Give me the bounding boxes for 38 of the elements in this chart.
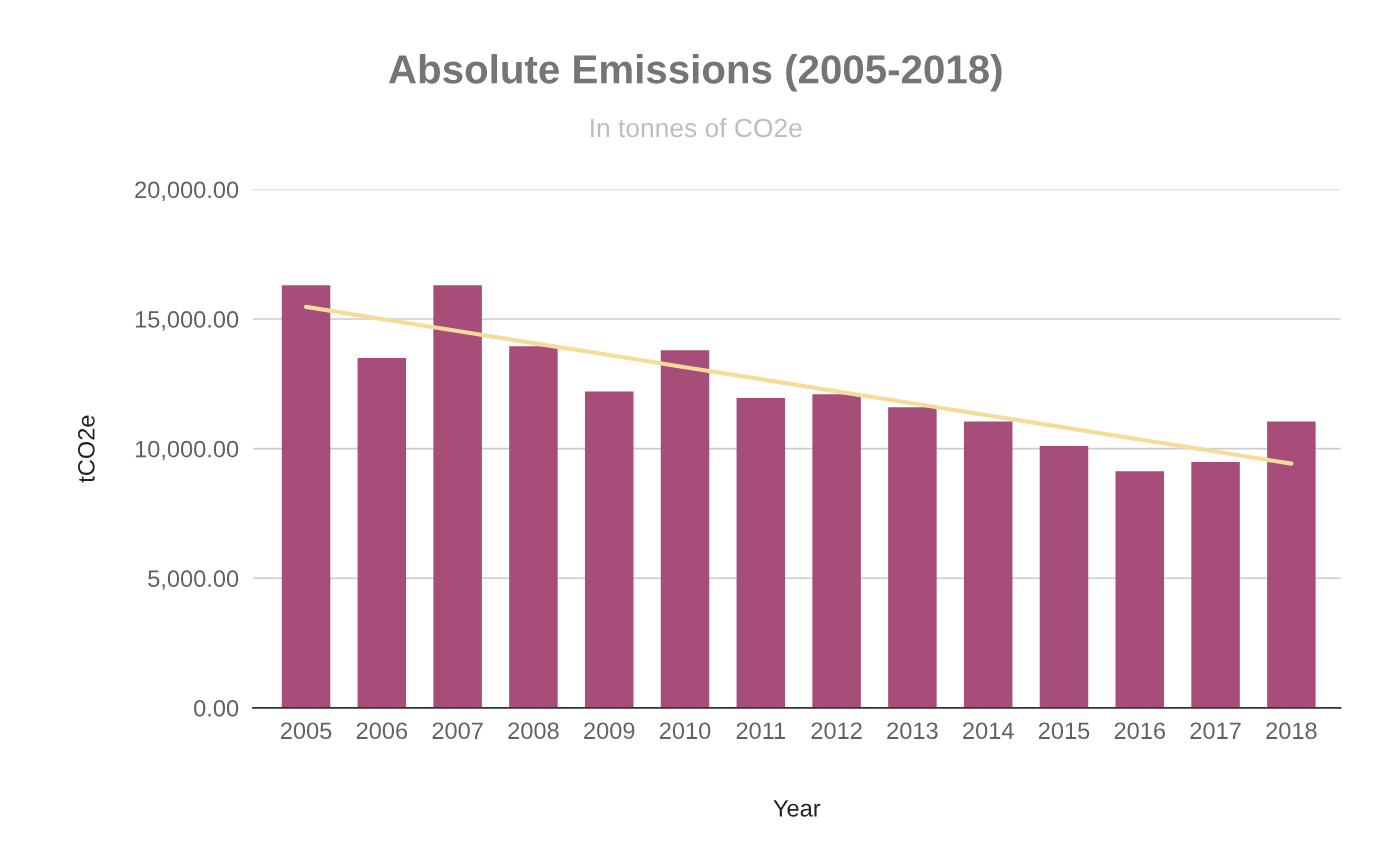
bar xyxy=(281,285,331,708)
y-tick-label: 5,000.00 xyxy=(148,570,239,590)
bar xyxy=(963,421,1013,708)
x-tick-label: 2010 xyxy=(659,722,711,740)
x-tick-label: 2016 xyxy=(1114,722,1165,740)
bar xyxy=(1191,462,1240,708)
bar xyxy=(736,398,786,708)
x-axis-title: Year xyxy=(773,800,821,817)
y-tick-label: 20,000.00 xyxy=(135,181,239,201)
x-tick-label: 2009 xyxy=(584,722,635,740)
y-tick-label: 10,000.00 xyxy=(135,440,239,461)
bar xyxy=(888,407,937,708)
bar xyxy=(660,350,710,708)
x-tick-label: 2008 xyxy=(508,722,559,740)
x-tick-label: 2013 xyxy=(887,722,938,740)
x-tick-label: 2017 xyxy=(1190,722,1241,740)
y-tick-label: 0.00 xyxy=(194,699,239,717)
x-tick-label: 2018 xyxy=(1266,722,1317,740)
bar xyxy=(584,391,634,708)
bar xyxy=(357,357,407,708)
x-tick-label: 2005 xyxy=(280,722,332,740)
bar xyxy=(812,394,861,708)
x-tick-label: 2006 xyxy=(356,722,408,740)
x-tick-label: 2007 xyxy=(432,722,483,740)
bar xyxy=(509,346,558,708)
x-tick-label: 2014 xyxy=(963,722,1014,740)
line-series xyxy=(303,304,1294,466)
chart-title: Absolute Emissions (2005-2018) xyxy=(388,54,1002,92)
bar xyxy=(433,285,482,708)
y-tick-label: 15,000.00 xyxy=(135,311,239,331)
x-tick-label: 2011 xyxy=(736,722,786,740)
bar xyxy=(1039,446,1089,708)
x-tick-label: 2012 xyxy=(811,722,862,740)
bar xyxy=(1267,421,1316,708)
y-axis-title: tCO2e xyxy=(77,415,95,483)
bar xyxy=(1115,471,1165,708)
chart-subtitle: In tonnes of CO2e xyxy=(591,117,802,138)
x-tick-label: 2015 xyxy=(1038,722,1090,740)
